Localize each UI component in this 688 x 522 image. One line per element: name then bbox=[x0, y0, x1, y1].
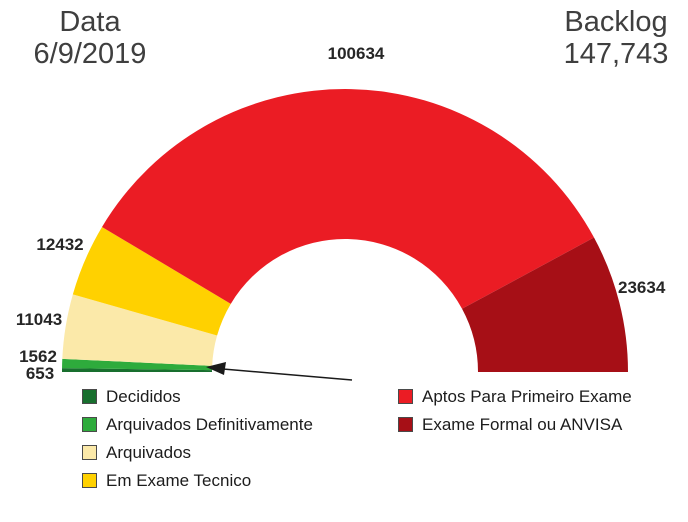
value-label-arquivados: 11043 bbox=[15, 310, 63, 329]
legend-label-exame-formal-ou-anvisa: Exame Formal ou ANVISA bbox=[422, 415, 623, 434]
value-label-em-exame-tecnico: 12432 bbox=[36, 235, 84, 254]
legend-swatch-exame-formal-ou-anvisa bbox=[398, 417, 413, 432]
pointer-arrow bbox=[206, 362, 353, 381]
legend-swatch-aptos-para-primeiro-exame bbox=[398, 389, 413, 404]
backlog-value: 147,743 bbox=[563, 38, 669, 71]
legend-label-aptos-para-primeiro-exame: Aptos Para Primeiro Exame bbox=[422, 387, 632, 406]
backlog-label: Backlog bbox=[564, 6, 668, 38]
value-label-decididos: 653 bbox=[25, 364, 55, 383]
segment-arquivados-definitivamente bbox=[62, 358, 213, 371]
legend-swatch-arquivados-definitivamente bbox=[82, 417, 97, 432]
legend-swatch-em-exame-tecnico bbox=[82, 473, 97, 488]
legend-label-em-exame-tecnico: Em Exame Tecnico bbox=[106, 471, 252, 490]
legend-right-column: Aptos Para Primeiro Exame Exame Formal o… bbox=[398, 388, 632, 433]
legend-swatch-arquivados bbox=[82, 445, 97, 460]
date-label: Data bbox=[59, 6, 121, 38]
segment-decididos bbox=[62, 368, 213, 372]
legend-left-column: Decididos Arquivados Definitivamente Arq… bbox=[82, 388, 313, 489]
legend-label-arquivados-definitivamente: Arquivados Definitivamente bbox=[106, 415, 313, 434]
arrow-head bbox=[206, 362, 226, 375]
gauge-segments bbox=[62, 89, 628, 372]
backlog-block: Backlog 147,743 bbox=[548, 6, 684, 71]
value-label-aptos-para-primeiro-exame: 100634 bbox=[327, 44, 385, 63]
segment-exame-formal-ou-anvisa bbox=[462, 237, 628, 372]
legend-item-exame-formal-ou-anvisa: Exame Formal ou ANVISA bbox=[398, 416, 632, 433]
legend-item-aptos-para-primeiro-exame: Aptos Para Primeiro Exame bbox=[398, 388, 632, 405]
legend-item-decididos: Decididos bbox=[82, 388, 313, 405]
segment-em-exame-tecnico bbox=[72, 226, 231, 336]
arrow-line bbox=[222, 368, 353, 381]
legend-item-em-exame-tecnico: Em Exame Tecnico bbox=[82, 472, 313, 489]
legend-label-arquivados: Arquivados bbox=[106, 443, 192, 462]
legend-label-decididos: Decididos bbox=[106, 387, 181, 406]
segment-arquivados bbox=[62, 294, 218, 366]
value-label-arquivados-definitivamente: 1562 bbox=[19, 347, 57, 366]
date-block: Data 6/9/2019 bbox=[14, 6, 166, 71]
legend-swatch-decididos bbox=[82, 389, 97, 404]
date-value: 6/9/2019 bbox=[33, 38, 147, 71]
value-label-exame-formal-ou-anvisa: 23634 bbox=[618, 278, 666, 297]
segment-aptos-para-primeiro-exame bbox=[102, 89, 595, 309]
legend-item-arquivados-definitivamente: Arquivados Definitivamente bbox=[82, 416, 313, 433]
legend-item-arquivados: Arquivados bbox=[82, 444, 313, 461]
